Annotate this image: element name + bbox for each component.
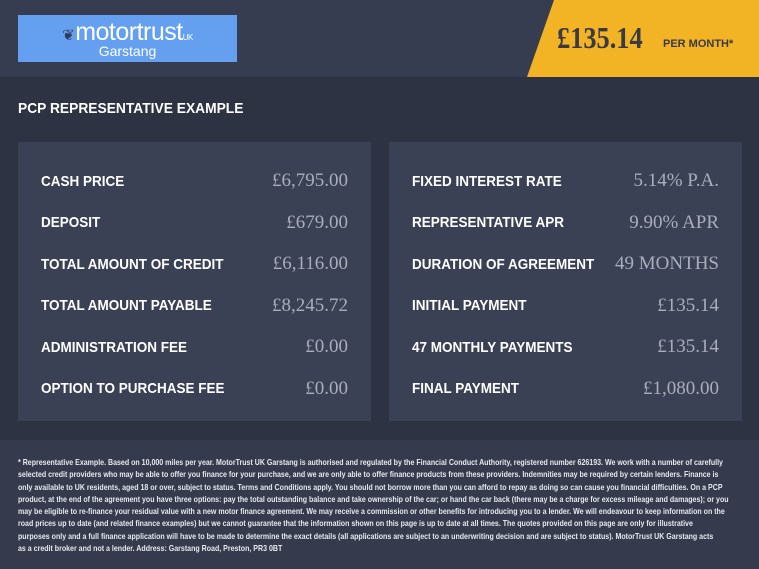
disclaimer-line: selected credit providers who may be abl… bbox=[18, 470, 719, 480]
finance-row: 47 MONTHLY PAYMENTS £135.14 bbox=[412, 335, 719, 359]
finance-label: INITIAL PAYMENT bbox=[412, 297, 527, 314]
monthly-price-banner: £135.14 PER MONTH* bbox=[527, 0, 759, 77]
per-month-label: PER MONTH* bbox=[663, 38, 734, 50]
finance-value: £679.00 bbox=[286, 211, 348, 233]
logo-location: Garstang bbox=[98, 42, 157, 59]
finance-row: DURATION OF AGREEMENT 49 MONTHS bbox=[412, 252, 719, 276]
disclaimer-line: may be eligible to re-finance your resid… bbox=[18, 507, 725, 517]
disclaimer-line: * Representative Example. Based on 10,00… bbox=[18, 458, 723, 467]
finance-label: DURATION OF AGREEMENT bbox=[412, 255, 595, 273]
finance-value: 9.90% APR bbox=[629, 211, 719, 233]
finance-panel-right: FIXED INTEREST RATE 5.14% P.A. REPRESENTAT… bbox=[389, 142, 742, 421]
finance-label: FIXED INTEREST RATE bbox=[412, 172, 562, 190]
finance-value: £0.00 bbox=[305, 377, 348, 399]
finance-value: £0.00 bbox=[305, 336, 348, 357]
finance-row: FIXED INTEREST RATE 5.14% P.A. bbox=[412, 169, 719, 193]
finance-value: £1,080.00 bbox=[643, 377, 719, 399]
finance-value: £135.14 bbox=[657, 294, 719, 316]
finance-label: ADMINISTRATION FEE bbox=[41, 338, 187, 356]
finance-row: DEPOSIT £679.00 bbox=[41, 211, 348, 235]
finance-value: 49 MONTHS bbox=[615, 253, 719, 274]
finance-value: £135.14 bbox=[657, 336, 719, 357]
logo-brand-text: motortrust bbox=[75, 17, 183, 46]
monthly-price: £135.14 bbox=[557, 20, 643, 55]
disclaimer-footer: * Representative Example. Based on 10,00… bbox=[0, 440, 759, 569]
leaf-icon: ❦ bbox=[62, 26, 75, 44]
finance-row: ADMINISTRATION FEE £0.00 bbox=[41, 335, 348, 359]
logo-brand: ❦motortrustUK bbox=[62, 17, 194, 46]
finance-row: REPRESENTATIVE APR 9.90% APR bbox=[412, 211, 719, 235]
finance-label: CASH PRICE bbox=[41, 172, 125, 190]
finance-row: CASH PRICE £6,795.00 bbox=[41, 169, 348, 193]
finance-value: £8,245.72 bbox=[272, 294, 348, 316]
finance-value: £6,116.00 bbox=[272, 253, 348, 274]
finance-label: 47 MONTHLY PAYMENTS bbox=[412, 338, 573, 356]
finance-value: £6,795.00 bbox=[272, 170, 348, 191]
finance-value: 5.14% P.A. bbox=[633, 170, 719, 191]
finance-label: OPTION TO PURCHASE FEE bbox=[41, 380, 225, 397]
section-title: PCP REPRESENTATIVE EXAMPLE bbox=[18, 100, 244, 117]
finance-row: FINAL PAYMENT £1,080.00 bbox=[412, 377, 719, 401]
disclaimer-line: product, at the end of the agreement you… bbox=[18, 494, 729, 504]
motortrust-logo[interactable]: ❦motortrustUK Garstang bbox=[18, 15, 237, 62]
disclaimer-text: * Representative Example. Based on 10,00… bbox=[18, 457, 759, 555]
finance-row: INITIAL PAYMENT £135.14 bbox=[412, 294, 719, 318]
finance-row: TOTAL AMOUNT OF CREDIT £6,116.00 bbox=[41, 252, 348, 276]
finance-panel-left: CASH PRICE £6,795.00 DEPOSIT £679.00 TOTAL A… bbox=[18, 142, 371, 421]
finance-label: TOTAL AMOUNT PAYABLE bbox=[41, 297, 212, 314]
finance-label: REPRESENTATIVE APR bbox=[412, 214, 565, 231]
disclaimer-line: as a credit broker and not a lender. Add… bbox=[18, 544, 283, 554]
finance-row: OPTION TO PURCHASE FEE £0.00 bbox=[41, 377, 348, 401]
finance-label: DEPOSIT bbox=[41, 214, 101, 231]
logo-suffix: UK bbox=[182, 32, 194, 42]
disclaimer-line: road prices up to date (and related fina… bbox=[18, 519, 693, 529]
finance-label: FINAL PAYMENT bbox=[412, 380, 520, 397]
disclaimer-line: purposes only and a full finance applica… bbox=[18, 531, 714, 541]
finance-label: TOTAL AMOUNT OF CREDIT bbox=[41, 255, 224, 273]
header: ❦motortrustUK Garstang £135.14 PER MONTH… bbox=[0, 0, 759, 77]
disclaimer-line: only available to UK residents, aged 18 … bbox=[18, 482, 723, 492]
finance-row: TOTAL AMOUNT PAYABLE £8,245.72 bbox=[41, 294, 348, 318]
